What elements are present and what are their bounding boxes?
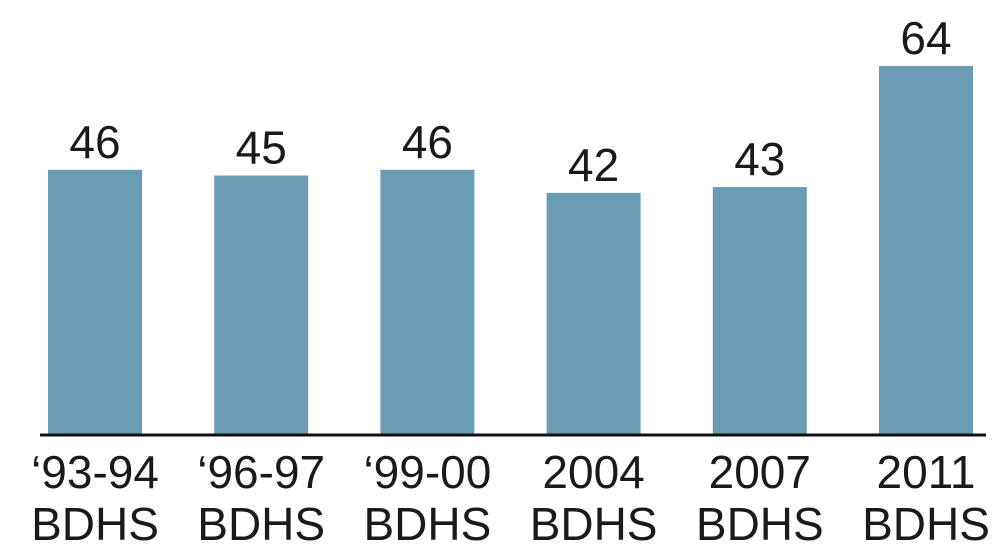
x-tick-label: 2011 BDHS [862,446,990,550]
x-tick-label: 2007 BDHS [695,446,824,550]
bar [546,192,641,435]
value-label: 64 [900,12,951,64]
value-label: 46 [402,116,453,168]
bar [380,169,475,435]
x-tick-label: ‘96-97 BDHS [197,446,326,550]
value-label: 45 [236,122,287,174]
x-tick-label: 2004 BDHS [529,446,658,550]
x-tick-label: ‘93-94 BDHS [31,446,159,550]
value-label: 43 [734,133,785,185]
value-label: 42 [568,139,619,191]
bar [48,169,142,435]
value-label: 46 [69,116,120,168]
bar [879,66,973,435]
bar [712,187,807,435]
x-tick-label: ‘99-00 BDHS [363,446,492,550]
bar [214,175,309,435]
